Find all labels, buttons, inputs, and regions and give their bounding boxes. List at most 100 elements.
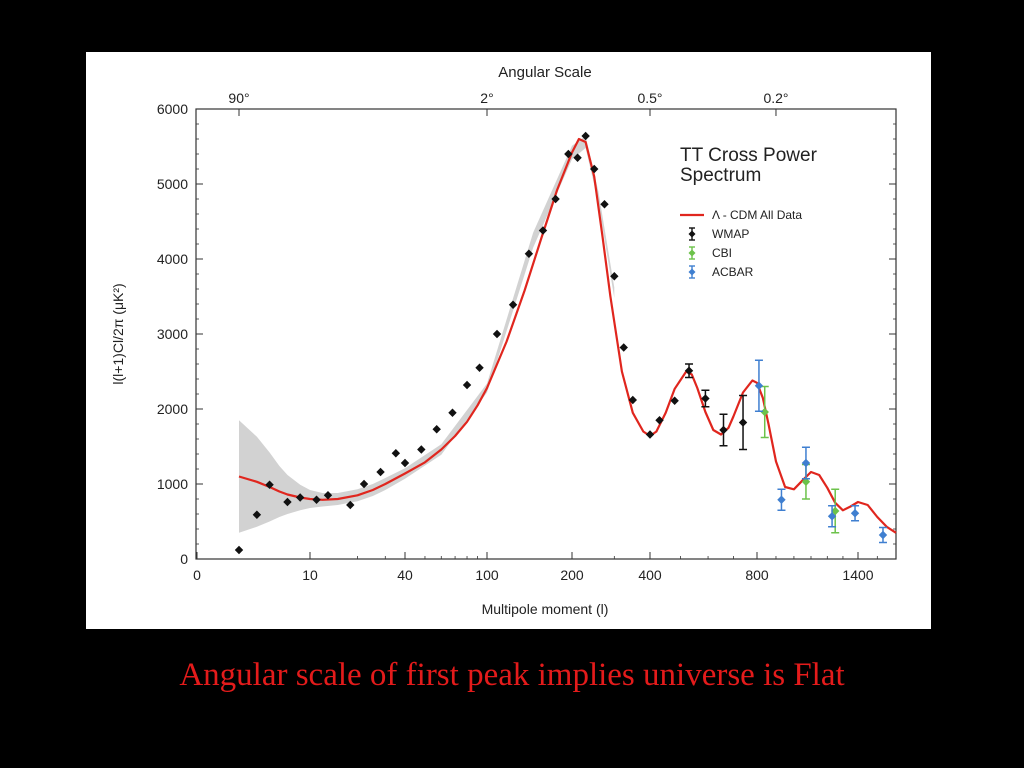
chart-title-line-2: Spectrum — [680, 165, 761, 186]
wmap-point — [252, 510, 262, 519]
legend-item-3: ACBAR — [688, 265, 754, 279]
wmap-point — [538, 226, 548, 235]
acbar-point — [878, 526, 888, 544]
y-tick-label: 4000 — [157, 251, 188, 267]
wmap-point — [376, 467, 385, 477]
y-tick-label: 6000 — [157, 101, 188, 117]
wmap-marker — [551, 194, 560, 204]
wmap-marker — [619, 343, 628, 352]
acbar-point — [754, 359, 764, 412]
wmap-point — [448, 408, 457, 417]
wmap-marker — [391, 449, 401, 458]
slide-caption: Angular scale of first peak implies univ… — [179, 657, 845, 693]
legend-item-0: Λ - CDM All Data — [680, 208, 802, 222]
wmap-point — [432, 425, 441, 434]
wmap-point — [462, 380, 472, 390]
acbar-marker — [878, 530, 888, 540]
wmap-marker — [508, 300, 518, 309]
x-axis-title: Multipole moment (l) — [482, 601, 609, 617]
legend-marker-swatch — [688, 268, 696, 276]
legend-label: WMAP — [712, 227, 749, 241]
acbar-marker — [777, 495, 786, 504]
wmap-marker — [492, 329, 502, 339]
wmap-point — [684, 363, 694, 379]
axis-labels-layer: 0 1000 2000 3000 4000 5000 6000 0 10 40 100 200 400 8… — [110, 64, 874, 617]
wmap-point — [619, 343, 628, 352]
acbar-marker — [754, 381, 764, 390]
legend-marker-swatch — [688, 230, 696, 238]
wmap-marker — [417, 445, 426, 454]
acbar-point — [827, 505, 837, 528]
wmap-point — [283, 497, 292, 507]
x-tick-label: 100 — [475, 567, 499, 583]
y-tick-label: 3000 — [157, 326, 188, 342]
y-tick-label: 0 — [180, 551, 188, 567]
axes-layer — [195, 108, 897, 560]
figure-panel: Λ - CDM All Data WMAP CBI ACBAR 0 1000 2000 30… — [86, 52, 931, 629]
wmap-point — [391, 449, 401, 458]
wmap-point — [234, 545, 244, 555]
x-tick-label: 10 — [302, 567, 318, 583]
cosmic-variance-band — [239, 136, 615, 533]
acbar-marker — [850, 509, 860, 518]
chart-title-line-1: TT Cross Power — [680, 145, 818, 166]
wmap-marker — [719, 425, 728, 435]
wmap-marker — [234, 545, 244, 555]
wmap-point — [655, 416, 664, 425]
wmap-marker — [323, 491, 333, 500]
legend-label: CBI — [712, 246, 732, 260]
wmap-point — [551, 194, 560, 204]
wmap-marker — [312, 495, 321, 504]
wmap-marker — [448, 408, 457, 417]
wmap-marker — [295, 493, 305, 502]
wmap-marker — [655, 416, 664, 425]
top-tick-label: 90° — [228, 90, 249, 106]
wmap-point — [670, 396, 679, 405]
x-tick-label: 400 — [638, 567, 662, 583]
x-tick-label: 0 — [193, 567, 201, 583]
wmap-point — [628, 395, 638, 405]
acbar-point — [801, 446, 811, 480]
acbar-point — [850, 505, 860, 522]
y-tick-label: 1000 — [157, 476, 188, 492]
top-axis-title: Angular Scale — [498, 64, 591, 81]
wmap-marker — [432, 425, 441, 434]
chart-title: TT Cross Power Spectrum — [680, 145, 818, 186]
y-tick-label: 5000 — [157, 176, 188, 192]
legend-item-2: CBI — [688, 246, 732, 260]
x-tick-label: 800 — [745, 567, 769, 583]
wmap-marker — [645, 430, 655, 439]
wmap-marker — [701, 394, 710, 403]
acbar-point — [777, 488, 786, 511]
legend: Λ - CDM All Data WMAP CBI ACBAR — [680, 208, 802, 279]
top-tick-label: 0.2° — [763, 90, 788, 106]
wmap-marker — [376, 467, 385, 477]
wmap-point — [600, 200, 609, 209]
legend-label: Λ - CDM All Data — [712, 208, 802, 222]
wmap-point — [417, 445, 426, 454]
wmap-marker — [538, 226, 548, 235]
wmap-marker — [475, 363, 484, 372]
wmap-marker — [359, 479, 369, 489]
legend-marker-swatch — [688, 249, 696, 257]
wmap-marker — [670, 396, 679, 405]
wmap-point — [581, 131, 590, 141]
wmap-marker — [738, 418, 748, 427]
wmap-point — [645, 430, 655, 439]
wmap-point — [475, 363, 484, 372]
wmap-point — [323, 491, 333, 500]
wmap-point — [701, 389, 710, 408]
wmap-marker — [684, 366, 694, 375]
cosmic-variance-band-layer — [239, 136, 615, 533]
wmap-point — [346, 500, 355, 510]
wmap-marker — [610, 272, 619, 281]
x-tick-label: 200 — [560, 567, 584, 583]
wmap-marker — [628, 395, 638, 405]
legend-label: ACBAR — [712, 265, 754, 279]
wmap-point — [400, 458, 410, 468]
wmap-marker — [600, 200, 609, 209]
y-tick-label: 2000 — [157, 401, 188, 417]
wmap-point — [738, 394, 748, 451]
wmap-point — [610, 272, 619, 281]
